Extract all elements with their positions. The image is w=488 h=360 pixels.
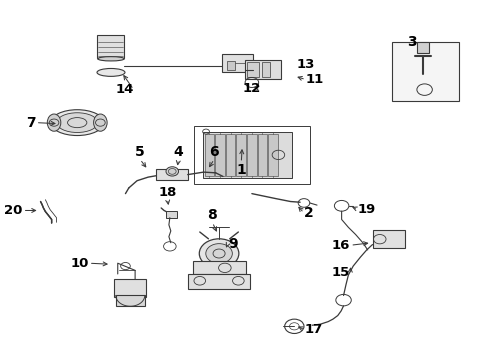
Ellipse shape (98, 57, 124, 61)
Ellipse shape (47, 114, 61, 131)
Text: 1: 1 (236, 163, 245, 177)
Text: 18: 18 (158, 186, 176, 199)
Text: 2: 2 (304, 206, 313, 220)
Bar (97, 35, 124, 58)
Bar (192, 261, 245, 274)
Text: 13: 13 (296, 58, 314, 71)
Bar (225, 134, 235, 176)
Ellipse shape (51, 110, 103, 135)
Text: 15: 15 (331, 266, 349, 279)
Text: 3: 3 (407, 35, 416, 49)
Text: 20: 20 (4, 204, 22, 217)
Ellipse shape (199, 239, 238, 268)
Text: 17: 17 (305, 323, 323, 336)
Text: 16: 16 (331, 239, 349, 252)
Bar (116, 295, 144, 306)
Bar (156, 169, 187, 180)
Text: 9: 9 (227, 237, 237, 251)
Ellipse shape (165, 167, 178, 176)
Ellipse shape (57, 113, 98, 132)
Bar (194, 126, 309, 184)
Text: 8: 8 (207, 208, 217, 222)
Text: 6: 6 (209, 145, 219, 159)
Bar (236, 134, 245, 176)
Text: 10: 10 (70, 257, 89, 270)
Text: 14: 14 (115, 83, 133, 96)
Text: 12: 12 (242, 82, 260, 95)
Bar (222, 54, 253, 72)
Bar (372, 230, 405, 248)
Bar (257, 134, 267, 176)
Text: 4: 4 (173, 145, 183, 159)
Bar (114, 279, 145, 297)
Bar (391, 42, 458, 101)
Bar (204, 134, 214, 176)
Bar (215, 134, 224, 176)
Bar (244, 60, 280, 79)
Bar (416, 42, 428, 53)
Ellipse shape (97, 68, 125, 76)
Text: 7: 7 (26, 116, 36, 130)
Text: 5: 5 (135, 145, 144, 159)
Bar (268, 134, 277, 176)
Bar (226, 61, 235, 69)
Bar (165, 211, 176, 218)
Bar (246, 62, 259, 77)
Ellipse shape (93, 114, 107, 131)
Bar (187, 274, 250, 289)
Bar (261, 62, 270, 77)
Text: 11: 11 (305, 73, 324, 86)
Ellipse shape (205, 244, 232, 264)
Bar (246, 134, 256, 176)
Text: 19: 19 (357, 203, 375, 216)
Bar (202, 132, 291, 178)
